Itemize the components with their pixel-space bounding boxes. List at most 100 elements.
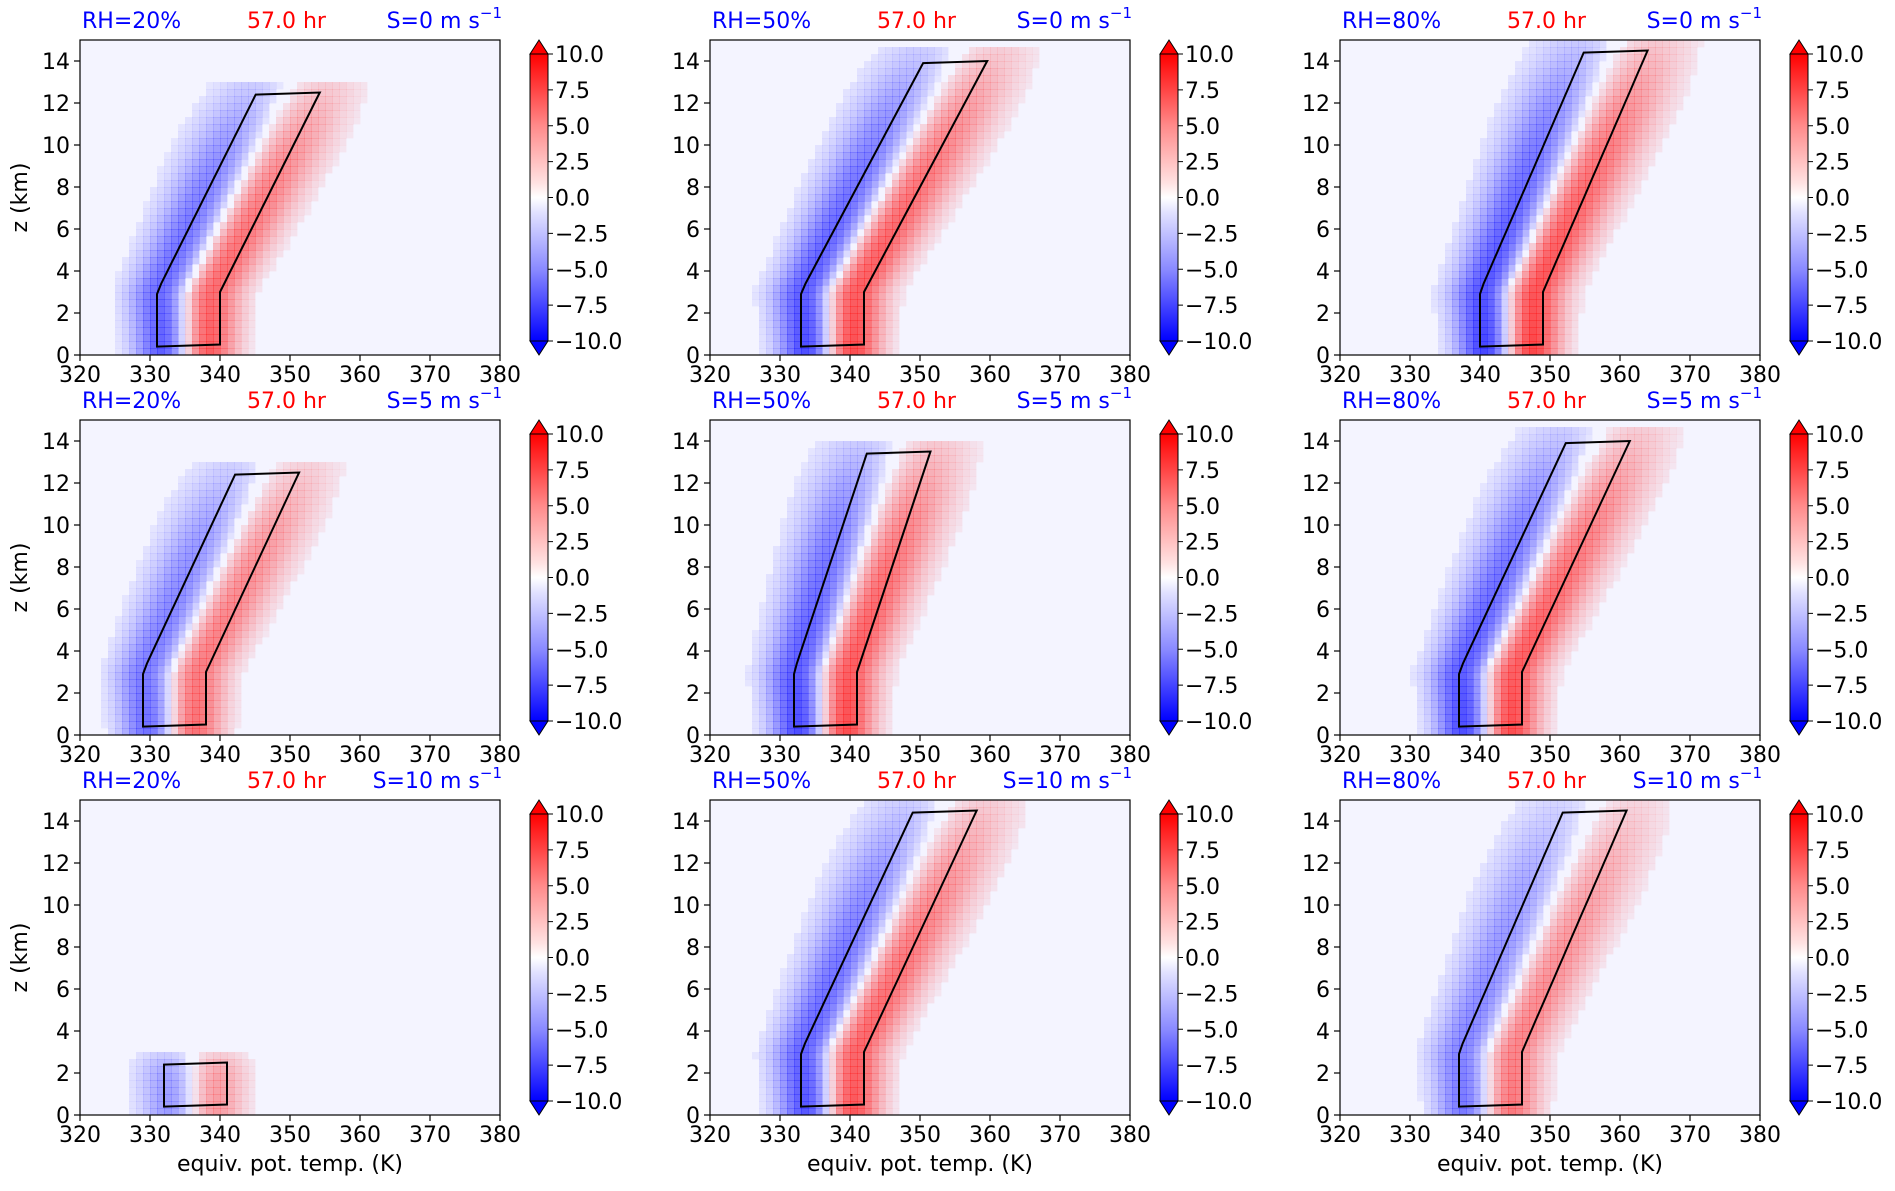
field-cell <box>906 441 914 449</box>
field-cell <box>227 644 235 652</box>
field-cell <box>192 728 200 736</box>
field-cell <box>906 616 914 624</box>
field-cell <box>262 82 270 90</box>
field-cell <box>171 299 179 307</box>
field-cell <box>1557 229 1565 237</box>
field-cell <box>766 348 774 356</box>
field-cell <box>1529 320 1537 328</box>
field-cell <box>164 320 172 328</box>
field-cell <box>1648 145 1656 153</box>
field-cell <box>871 637 879 645</box>
field-cell <box>857 75 865 83</box>
field-cell <box>101 721 109 729</box>
field-cell <box>122 313 130 321</box>
field-cell <box>283 173 291 181</box>
field-cell <box>759 651 767 659</box>
field-cell <box>1662 75 1670 83</box>
field-cell <box>150 285 158 293</box>
field-cell <box>171 616 179 624</box>
field-cell <box>290 215 298 223</box>
field-cell <box>927 54 935 62</box>
field-cell <box>1585 68 1593 76</box>
field-cell <box>255 201 263 209</box>
field-cell <box>794 616 802 624</box>
field-cell <box>892 201 900 209</box>
field-cell <box>164 236 172 244</box>
field-cell <box>283 532 291 540</box>
field-cell <box>234 686 242 694</box>
field-cell <box>871 707 879 715</box>
field-cell <box>864 222 872 230</box>
field-cell <box>115 728 123 736</box>
field-cell <box>1494 327 1502 335</box>
field-cell <box>927 525 935 533</box>
field-cell <box>248 173 256 181</box>
field-cell <box>836 469 844 477</box>
field-cell <box>220 588 228 596</box>
field-cell <box>1543 222 1551 230</box>
field-cell <box>913 560 921 568</box>
field-cell <box>955 441 963 449</box>
field-cell <box>885 166 893 174</box>
field-cell <box>1571 54 1579 62</box>
field-cell <box>794 264 802 272</box>
field-cell <box>1641 159 1649 167</box>
field-cell <box>892 348 900 356</box>
field-cell <box>199 327 207 335</box>
field-cell <box>171 546 179 554</box>
field-cell <box>962 117 970 125</box>
field-cell <box>1655 61 1663 69</box>
field-cell <box>1459 201 1467 209</box>
field-cell <box>101 686 109 694</box>
field-cell <box>948 532 956 540</box>
field-cell <box>1018 96 1026 104</box>
field-cell <box>1004 75 1012 83</box>
field-cell <box>1536 180 1544 188</box>
field-cell <box>1508 89 1516 97</box>
field-cell <box>1550 145 1558 153</box>
field-cell <box>164 728 172 736</box>
field-cell <box>878 54 886 62</box>
field-cell <box>1508 243 1516 251</box>
field-cell <box>794 644 802 652</box>
field-cell <box>1669 54 1677 62</box>
field-cell <box>199 532 207 540</box>
field-cell <box>164 658 172 666</box>
field-cell <box>934 490 942 498</box>
field-cell <box>325 110 333 118</box>
field-cell <box>269 194 277 202</box>
field-cell <box>206 306 214 314</box>
field-cell <box>1536 138 1544 146</box>
field-cell <box>878 159 886 167</box>
field-cell <box>850 313 858 321</box>
field-cell <box>122 264 130 272</box>
field-cell <box>1557 138 1565 146</box>
field-cell <box>1529 159 1537 167</box>
field-cell <box>941 117 949 125</box>
field-cell <box>766 700 774 708</box>
field-cell <box>871 546 879 554</box>
field-cell <box>129 581 137 589</box>
field-cell <box>892 637 900 645</box>
field-cell <box>346 124 354 132</box>
field-cell <box>290 483 298 491</box>
field-cell <box>913 229 921 237</box>
field-cell <box>801 490 809 498</box>
field-cell <box>822 623 830 631</box>
field-cell <box>878 75 886 83</box>
field-cell <box>136 609 144 617</box>
field-cell <box>199 595 207 603</box>
field-cell <box>878 707 886 715</box>
field-cell <box>1578 257 1586 265</box>
field-cell <box>311 173 319 181</box>
field-cell <box>248 644 256 652</box>
field-cell <box>1550 40 1558 48</box>
field-cell <box>192 686 200 694</box>
field-cell <box>206 299 214 307</box>
field-cell <box>1564 138 1572 146</box>
field-cell <box>290 96 298 104</box>
field-cell <box>808 644 816 652</box>
field-cell <box>829 602 837 610</box>
field-cell <box>808 243 816 251</box>
field-cell <box>878 306 886 314</box>
